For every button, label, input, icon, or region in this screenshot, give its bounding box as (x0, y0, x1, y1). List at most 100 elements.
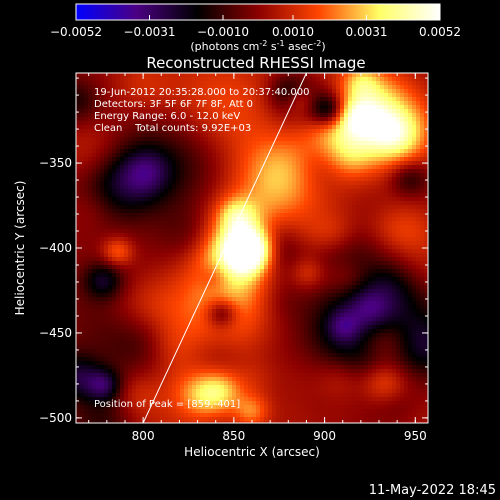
heatmap-cell (276, 189, 280, 193)
heatmap-cell (204, 413, 208, 417)
heatmap-cell (180, 197, 184, 201)
heatmap-cell (188, 233, 192, 237)
heatmap-cell (136, 305, 140, 309)
heatmap-cell (168, 413, 172, 417)
heatmap-cell (88, 237, 92, 241)
heatmap-cell (168, 241, 172, 245)
heatmap-cell (152, 357, 156, 361)
heatmap-cell (144, 417, 148, 421)
heatmap-cell (168, 189, 172, 193)
heatmap-cell (296, 337, 300, 341)
heatmap-cell (200, 297, 204, 301)
heatmap-cell (252, 345, 256, 349)
heatmap-cell (184, 293, 188, 297)
heatmap-cell (200, 97, 204, 101)
heatmap-cell (164, 153, 168, 157)
heatmap-cell (148, 161, 152, 165)
heatmap-cell (124, 385, 128, 389)
heatmap-cell (120, 249, 124, 253)
heatmap-cell (296, 157, 300, 161)
heatmap-cell (92, 381, 96, 385)
heatmap-cell (148, 365, 152, 369)
heatmap-cell (272, 129, 276, 133)
heatmap-cell (140, 149, 144, 153)
heatmap-cell (276, 89, 280, 93)
heatmap-cell (76, 265, 80, 269)
heatmap-cell (260, 109, 264, 113)
heatmap-cell (144, 381, 148, 385)
heatmap-cell (276, 241, 280, 245)
heatmap-cell (80, 353, 84, 357)
heatmap-cell (208, 405, 212, 409)
heatmap-cell (280, 89, 284, 93)
heatmap-cell (92, 353, 96, 357)
colorbar-tick-label: −0.0031 (123, 25, 175, 39)
heatmap-cell (84, 389, 88, 393)
heatmap-cell (260, 421, 264, 423)
heatmap-cell (96, 129, 100, 133)
heatmap-cell (200, 105, 204, 109)
heatmap-cell (268, 85, 272, 89)
heatmap-cell (128, 269, 132, 273)
heatmap-cell (272, 93, 276, 97)
heatmap-cell (168, 341, 172, 345)
heatmap-cell (180, 401, 184, 405)
heatmap-cell (88, 309, 92, 313)
heatmap-cell (100, 329, 104, 333)
heatmap-cell (208, 125, 212, 129)
heatmap-cell (228, 281, 232, 285)
heatmap-cell (136, 117, 140, 121)
heatmap-cell (152, 133, 156, 137)
heatmap-cell (140, 317, 144, 321)
heatmap-cell (168, 193, 172, 197)
heatmap-cell (124, 349, 128, 353)
heatmap-cell (136, 281, 140, 285)
heatmap-cell (216, 289, 220, 293)
heatmap-cell (228, 293, 232, 297)
heatmap-cell (284, 337, 288, 341)
heatmap-cell (112, 365, 116, 369)
heatmap-cell (252, 321, 256, 325)
heatmap-cell (288, 221, 292, 225)
heatmap-cell (236, 273, 240, 277)
heatmap-cell (232, 397, 236, 401)
heatmap-cell (148, 201, 152, 205)
heatmap-cell (212, 285, 216, 289)
heatmap-cell (148, 97, 152, 101)
heatmap-cell (84, 97, 88, 101)
colorbar-tick-label: 0.0052 (419, 25, 461, 39)
heatmap-cell (180, 249, 184, 253)
heatmap-cell (276, 397, 280, 401)
heatmap-cell (120, 261, 124, 265)
heatmap-cell (260, 173, 264, 177)
heatmap-cell (280, 381, 284, 385)
heatmap-cell (180, 217, 184, 221)
heatmap-cell (220, 345, 224, 349)
heatmap-cell (300, 237, 304, 241)
heatmap-cell (288, 333, 292, 337)
heatmap-cell (192, 365, 196, 369)
heatmap-cell (144, 361, 148, 365)
heatmap-cell (192, 329, 196, 333)
heatmap-cell (216, 181, 220, 185)
heatmap-cell (276, 229, 280, 233)
heatmap-cell (276, 337, 280, 341)
heatmap-cell (172, 321, 176, 325)
heatmap-cell (148, 233, 152, 237)
heatmap-cell (256, 313, 260, 317)
heatmap-cell (228, 245, 232, 249)
heatmap-cell (164, 253, 168, 257)
heatmap-cell (180, 241, 184, 245)
heatmap-cell (156, 337, 160, 341)
heatmap-cell (148, 377, 152, 381)
heatmap-cell (108, 217, 112, 221)
heatmap-cell (120, 377, 124, 381)
heatmap-cell (236, 129, 240, 133)
heatmap-cell (132, 237, 136, 241)
heatmap-cell (200, 85, 204, 89)
heatmap-cell (108, 133, 112, 137)
heatmap-cell (232, 357, 236, 361)
heatmap-cell (152, 125, 156, 129)
heatmap-cell (212, 301, 216, 305)
heatmap-cell (176, 145, 180, 149)
